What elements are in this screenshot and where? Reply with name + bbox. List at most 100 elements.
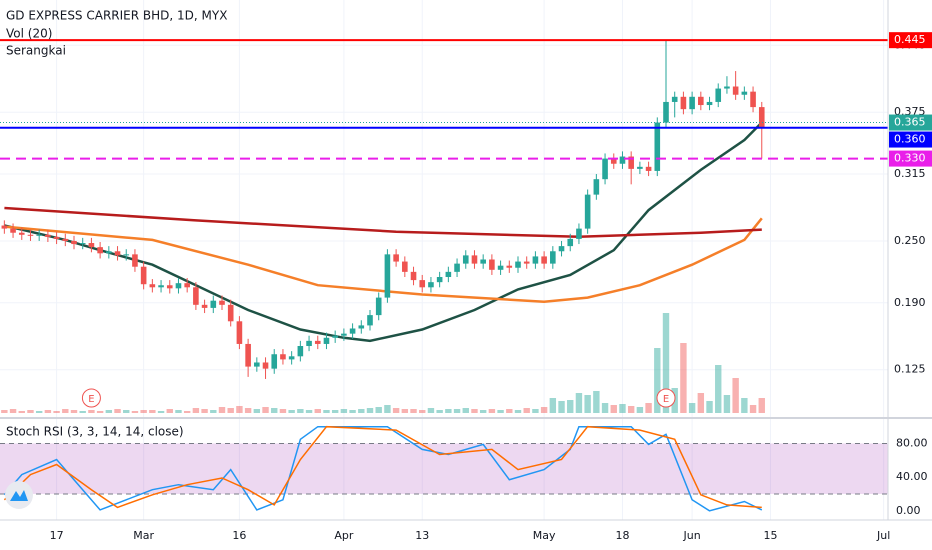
volume-bar — [558, 401, 565, 413]
candle-body — [584, 194, 591, 229]
price-label: 0.330 — [894, 152, 926, 165]
event-marker — [81, 388, 101, 408]
volume-bar — [436, 410, 443, 413]
volume-bar — [166, 409, 173, 413]
volume-bar — [331, 410, 339, 413]
volume-bar — [532, 409, 539, 413]
volume-bar — [44, 410, 52, 413]
volume-bar — [549, 398, 557, 413]
logo[interactable] — [5, 481, 33, 509]
candle-body — [175, 283, 182, 289]
volume-bar — [279, 409, 287, 413]
candle-body — [10, 228, 16, 233]
candle-body — [349, 328, 356, 334]
candle-body — [271, 354, 278, 369]
volume-bar — [680, 343, 687, 413]
candle-body — [698, 96, 704, 106]
volume-bar — [392, 408, 400, 413]
candle-body — [532, 256, 539, 264]
volume-bar — [305, 410, 313, 413]
candle-body — [132, 254, 138, 267]
candle-body — [323, 337, 330, 344]
candle-body — [332, 335, 338, 338]
candle-body — [114, 251, 121, 256]
candle-body — [436, 277, 443, 283]
y-tick-label: 0.00 — [896, 504, 921, 517]
candle-body — [663, 101, 669, 123]
candle-body — [280, 354, 286, 360]
candle-body — [732, 86, 739, 95]
y-tick-label: 40.00 — [896, 470, 928, 483]
stoch-line — [3, 425, 763, 512]
volume-bar — [619, 404, 626, 413]
volume-bar — [662, 313, 670, 413]
candle-body — [27, 234, 34, 236]
candle-body — [567, 238, 574, 247]
volume-bar — [114, 409, 121, 413]
volume-bar — [192, 408, 200, 413]
volume-bar — [271, 408, 278, 413]
volume-bar — [349, 410, 356, 413]
volume-bar — [210, 410, 217, 413]
volume-bar — [749, 405, 757, 413]
volume-bar — [688, 403, 696, 413]
candle-body — [619, 156, 626, 164]
event-label: E — [663, 394, 669, 405]
volume-bar — [297, 409, 304, 413]
volume-bar — [427, 408, 435, 413]
price-label-box — [889, 131, 932, 148]
volume-bar — [636, 407, 644, 413]
volume-bar — [175, 410, 182, 413]
volume-bar — [105, 410, 113, 413]
chart-title: GD EXPRESS CARRIER BHD, 1D, MYX — [6, 9, 227, 23]
candle-body — [593, 179, 600, 195]
candle-body — [610, 158, 617, 164]
volume-bar — [488, 409, 496, 413]
logo-icon[interactable] — [10, 490, 28, 501]
candle-body — [654, 122, 661, 171]
volume-bar — [18, 411, 25, 413]
x-tick-label: Jul — [876, 529, 890, 542]
volume-bar — [610, 405, 617, 413]
candle-body — [45, 234, 51, 237]
volume-bar — [218, 407, 226, 413]
candle-body — [149, 284, 156, 288]
price-label: 0.445 — [894, 33, 926, 46]
x-tick-label: 18 — [615, 529, 629, 542]
volume-bar — [323, 410, 330, 413]
volume-bar — [732, 378, 739, 413]
volume-bar — [96, 411, 104, 413]
y-tick-label: 0.125 — [894, 363, 926, 376]
x-tick-label: Mar — [133, 529, 154, 542]
candle-body — [706, 101, 713, 106]
volume-bar — [741, 398, 748, 413]
candle-body — [314, 340, 321, 344]
volume-bar — [514, 410, 522, 413]
volume-bar — [27, 410, 34, 413]
candle-body — [193, 287, 199, 305]
volume-bar — [410, 409, 417, 413]
x-tick-label: 17 — [50, 529, 64, 542]
event-label: E — [88, 394, 94, 405]
candle-body — [71, 240, 77, 245]
candle-body — [158, 285, 164, 288]
volume-bar — [70, 410, 78, 413]
y-tick-label: 0.190 — [894, 296, 926, 309]
volume-bar — [479, 410, 487, 413]
axes: 0.1250.1900.2500.3150.3750.4400.4450.365… — [50, 32, 932, 542]
volume-bar — [601, 403, 609, 413]
volume-bar — [401, 409, 409, 413]
candle-body — [367, 315, 373, 326]
stoch-band — [0, 443, 888, 494]
x-tick-label: Jun — [683, 529, 701, 542]
volume-bar — [201, 409, 208, 413]
logo-circle[interactable] — [5, 481, 33, 509]
candle-body — [184, 283, 190, 288]
candle-body — [576, 228, 582, 239]
x-tick-label: 15 — [763, 529, 777, 542]
stoch-title: Stoch RSI (3, 3, 14, 14, close) — [6, 425, 184, 439]
volume-bar — [244, 408, 252, 413]
candle-body — [166, 285, 173, 289]
candle-body — [445, 271, 452, 278]
